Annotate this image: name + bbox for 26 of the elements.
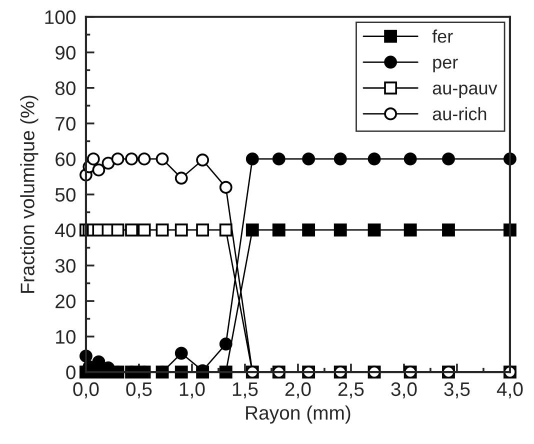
x-tick-label: 1,5 (232, 382, 258, 398)
legend-label: au-rich (432, 107, 486, 120)
y-tick-label: 100 (45, 10, 76, 24)
y-tick-label: 80 (55, 81, 76, 96)
y-tick-label: 50 (55, 188, 76, 202)
x-axis-title: Rayon (mm) (246, 405, 350, 424)
y-tick-label: 40 (55, 223, 76, 238)
x-tick-label: 3,5 (444, 382, 470, 398)
y-tick-label: 60 (56, 152, 76, 166)
y-tick-label: 20 (56, 294, 76, 308)
x-tick-label: 3,0 (391, 382, 417, 398)
legend-label: au-pauv (432, 84, 498, 98)
y-tick-label: 0 (66, 366, 76, 380)
y-axis-title: Fraction volumique (%) (20, 96, 38, 293)
x-tick-label: 4,0 (496, 382, 523, 398)
y-tick-label: 30 (55, 258, 76, 273)
x-tick-label: 0,5 (126, 382, 152, 398)
legend-label: fer (432, 30, 453, 43)
x-tick-label: 0,0 (73, 382, 99, 398)
x-tick-label: 1,0 (180, 382, 205, 398)
y-tick-label: 90 (56, 46, 76, 60)
x-tick-label: 2,5 (338, 382, 364, 398)
legend-label: per (433, 58, 458, 72)
y-tick-label: 70 (56, 116, 76, 131)
x-tick-label: 2,0 (285, 382, 311, 398)
y-tick-label: 10 (56, 330, 76, 344)
